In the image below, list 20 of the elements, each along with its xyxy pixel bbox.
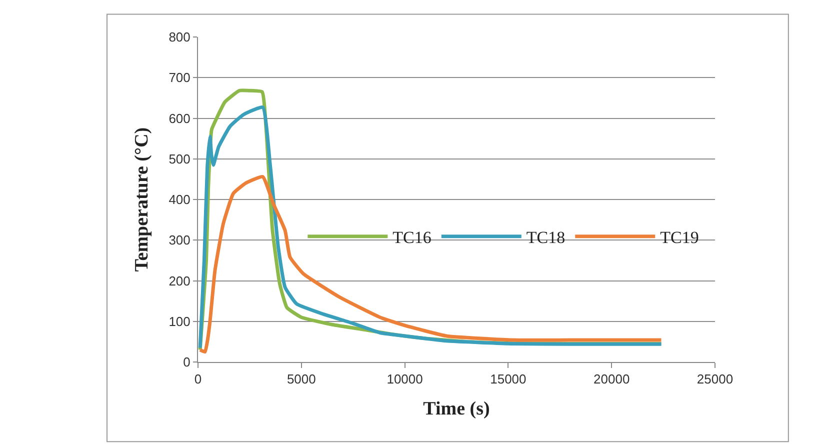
x-tick-label: 5000 xyxy=(286,372,316,387)
y-axis-title: Temperature (°C) xyxy=(132,127,153,272)
x-tick-label: 0 xyxy=(194,372,202,387)
x-tick-label: 15000 xyxy=(490,372,526,387)
y-tick-label: 800 xyxy=(168,30,190,45)
x-tick-label: 10000 xyxy=(386,372,423,387)
x-tick-label: 25000 xyxy=(696,372,734,387)
y-tick-label: 700 xyxy=(168,70,190,86)
y-tick-label: 400 xyxy=(168,192,190,208)
y-tick-label: 0 xyxy=(183,354,190,370)
y-tick-label: 500 xyxy=(168,151,190,166)
legend-label: TC18 xyxy=(526,228,566,248)
y-tick-label: 200 xyxy=(168,273,190,288)
y-tick-label: 100 xyxy=(168,314,190,329)
x-tick-label: 20000 xyxy=(594,372,630,387)
y-tick-label: 600 xyxy=(168,110,190,126)
legend-label: TC16 xyxy=(392,228,432,248)
y-tick-label: 300 xyxy=(168,232,190,248)
legend-label: TC19 xyxy=(660,228,699,248)
x-axis-title: Time (s) xyxy=(423,398,490,420)
